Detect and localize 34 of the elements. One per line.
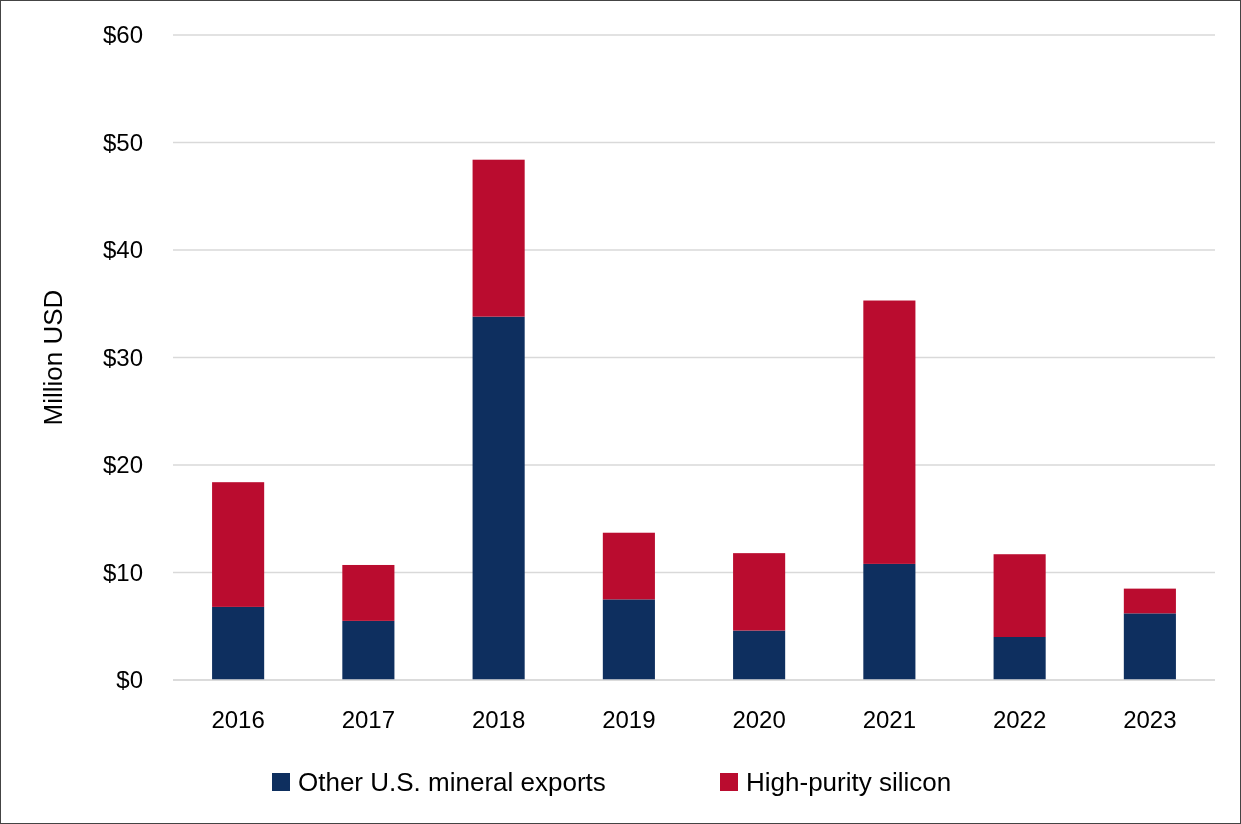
x-tick-label: 2022 (992, 706, 1047, 733)
legend-label: High-purity silicon (746, 767, 952, 798)
bar (602, 532, 655, 600)
bar (472, 159, 525, 317)
bar (863, 563, 916, 680)
x-tick-label: 2019 (602, 706, 656, 733)
bar (342, 620, 395, 680)
bar (602, 599, 655, 680)
y-tick-label: $20 (102, 451, 143, 479)
bar (863, 300, 916, 564)
bar (342, 564, 395, 621)
x-tick-label: 2017 (341, 706, 396, 733)
y-tick-label: $60 (102, 21, 143, 49)
bar (993, 637, 1046, 680)
bar (733, 630, 786, 680)
y-tick-label: $0 (116, 666, 143, 694)
y-tick-label: $50 (102, 128, 143, 156)
legend-label: Other U.S. mineral exports (298, 767, 606, 798)
bar (1123, 613, 1176, 680)
y-tick-label: $30 (102, 343, 143, 371)
x-tick-label: 2018 (471, 706, 526, 733)
x-tick-label: 2023 (1123, 706, 1177, 733)
bar (1123, 588, 1176, 614)
bar (993, 554, 1046, 637)
bar (212, 606, 265, 680)
y-tick-label: $40 (102, 236, 143, 264)
bar (212, 482, 265, 607)
y-tick-label: $10 (102, 558, 143, 586)
y-axis-title: Million USD (38, 289, 68, 426)
x-tick-label: 2016 (211, 706, 265, 733)
bar (472, 316, 525, 680)
bar (733, 553, 786, 631)
x-tick-label: 2021 (862, 706, 917, 733)
x-tick-label: 2020 (732, 706, 786, 733)
